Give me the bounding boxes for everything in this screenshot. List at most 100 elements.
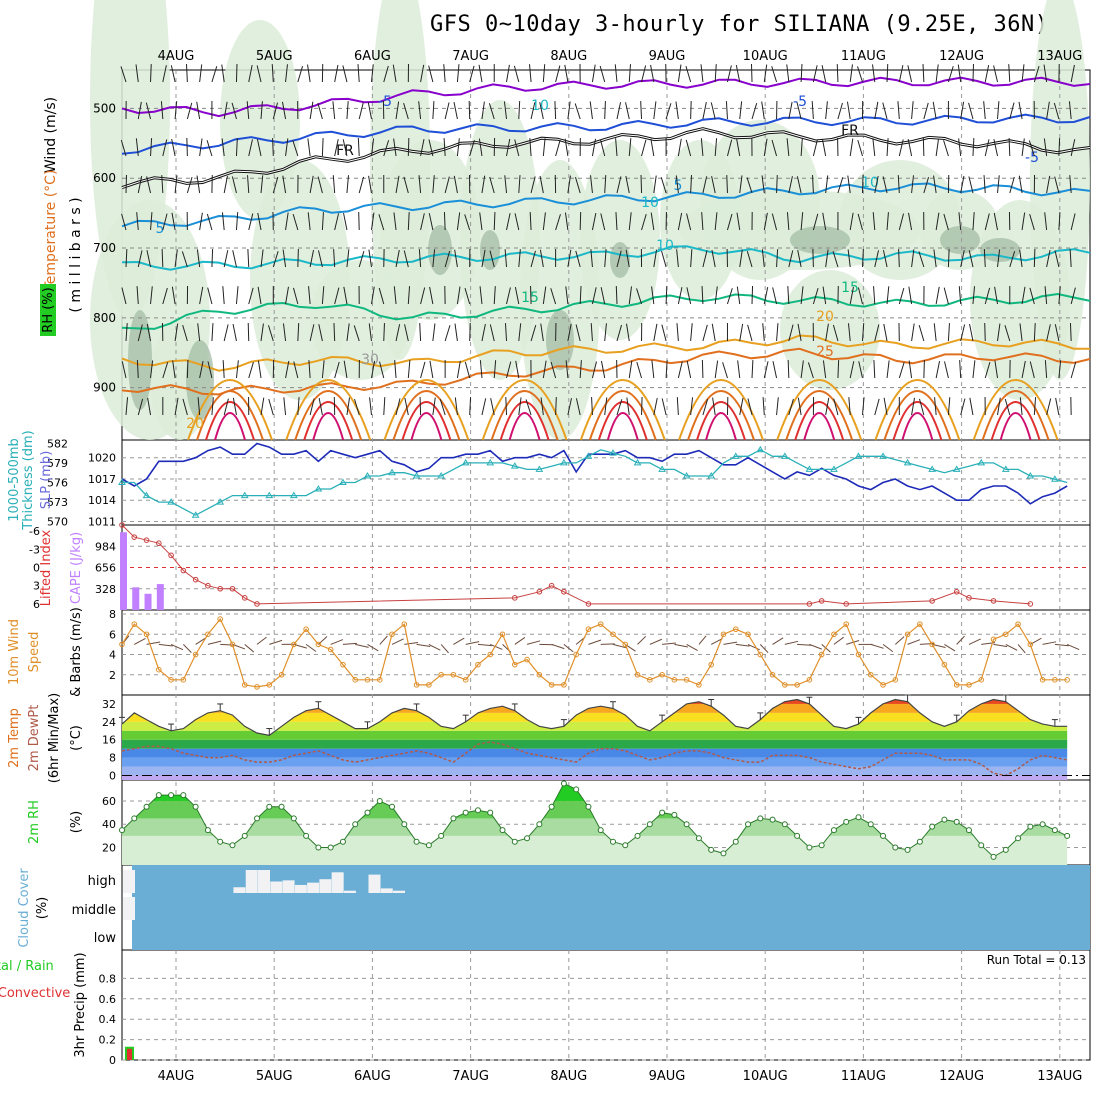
wind-barb: [464, 361, 471, 379]
wind-speed-point: [855, 651, 862, 658]
wind-speed-point: [1064, 677, 1070, 683]
wind-speed-point: [634, 671, 641, 678]
wind-barb: [959, 360, 962, 379]
wind-barb: [858, 361, 863, 379]
isotherm-5: [121, 182, 1091, 228]
wind-barb: [150, 286, 153, 305]
wind-barb: [1018, 175, 1023, 194]
wind-barb: [686, 213, 692, 231]
wind-barb: [751, 102, 758, 120]
wind-barb: [786, 64, 790, 83]
wind-barb: [564, 138, 569, 157]
rh-point: [524, 835, 531, 842]
wind-barb: [710, 102, 716, 120]
wind-barb: [1055, 397, 1060, 416]
date-top-13AUG: 13AUG: [1037, 49, 1082, 64]
wind-barb: [615, 286, 618, 305]
temp-band-5: [122, 730, 1068, 740]
wind-barb: [542, 138, 546, 157]
wind-speed-point: [990, 636, 997, 643]
wind-barb: [933, 323, 937, 342]
wind-barb: [120, 66, 127, 83]
wind-barb: [211, 66, 218, 83]
wind-barb: [825, 249, 829, 268]
p2-tick-li--3: -3: [29, 543, 40, 556]
lifted-index-point: [168, 552, 174, 559]
wind-barb: [600, 360, 606, 379]
wind-speed-point: [1015, 621, 1021, 627]
wind-barb: [776, 323, 779, 342]
wind-barb: [367, 101, 372, 120]
rh-point: [474, 807, 481, 814]
wind-barb: [248, 139, 253, 157]
wind-barb: [185, 64, 188, 83]
wind-barb: [821, 138, 827, 157]
p0-tick-500: 500: [93, 101, 116, 115]
wind-barb: [922, 138, 925, 157]
lifted-index-point: [143, 537, 150, 543]
rh-point: [904, 846, 911, 853]
wind-speed-point: [548, 682, 555, 688]
contour-label-5: 5: [156, 221, 165, 237]
wind-barb: [146, 176, 152, 194]
wind-speed-point: [732, 626, 739, 633]
wind-barb: [125, 397, 129, 416]
p1-tick-thk-582: 582: [47, 437, 68, 450]
wind-speed-point: [131, 621, 138, 627]
wind-barb: [874, 324, 880, 342]
wind-barb: [700, 138, 704, 157]
date-top-7AUG: 7AUG: [452, 49, 489, 64]
heat-dome-6-3: [803, 412, 836, 441]
wind-barb: [911, 249, 915, 268]
wind-barb: [857, 287, 863, 305]
wind-barb: [247, 323, 250, 342]
wind-barb: [726, 175, 728, 194]
heat-dome-7-3: [901, 412, 934, 441]
thickness-point: [388, 468, 396, 476]
wind-barb: [874, 250, 879, 268]
cloud-high-bar-4: [270, 881, 283, 893]
wind-barb: [231, 176, 237, 194]
wind-speed-point: [561, 682, 567, 688]
wind-barb: [368, 249, 372, 268]
wind-barb: [800, 64, 803, 83]
wind-barb: [636, 288, 643, 305]
precip-run-total: Run Total = 0.13: [987, 953, 1086, 967]
rh-point: [266, 803, 273, 810]
wind-barb: [248, 64, 253, 83]
wind-barb: [309, 175, 314, 194]
wind-barb: [1070, 361, 1077, 379]
rh-point: [536, 821, 543, 828]
p2-ylabel-cape: CAPE (J/kg): [69, 532, 84, 604]
wind-barb: [429, 286, 434, 305]
p1-tick-thk-579: 579: [47, 457, 68, 470]
wind-barb: [882, 102, 888, 120]
wind-barb: [379, 361, 385, 379]
rh-point: [867, 821, 874, 828]
wind-barb: [675, 101, 679, 120]
wind-barb: [898, 362, 905, 379]
wind-barb: [395, 249, 400, 268]
wind-barb: [807, 362, 814, 379]
wind-barb: [640, 175, 643, 194]
wind-barb: [776, 249, 779, 268]
wind-barb-10m: [1066, 643, 1080, 651]
wind-barb: [714, 138, 718, 157]
wind-barb: [604, 397, 608, 416]
wind-barb: [626, 323, 630, 342]
wind-barb-10m: [305, 643, 317, 652]
heat-dome-5-0: [678, 379, 764, 441]
wind-barb: [616, 250, 622, 268]
rh-legend-box: [40, 284, 56, 336]
wind-barb: [847, 323, 851, 342]
p6-ylabel-b: (%): [35, 897, 50, 920]
rh-point: [855, 814, 862, 821]
wind-barb: [342, 65, 348, 83]
wind-barb-10m: [894, 636, 905, 645]
wind-barb: [513, 65, 520, 83]
wind-barb: [972, 286, 976, 305]
wind-barb-10m: [1005, 643, 1018, 651]
wind-barb: [1044, 286, 1048, 305]
wind-barb: [960, 398, 966, 416]
wind-barb: [490, 398, 495, 416]
